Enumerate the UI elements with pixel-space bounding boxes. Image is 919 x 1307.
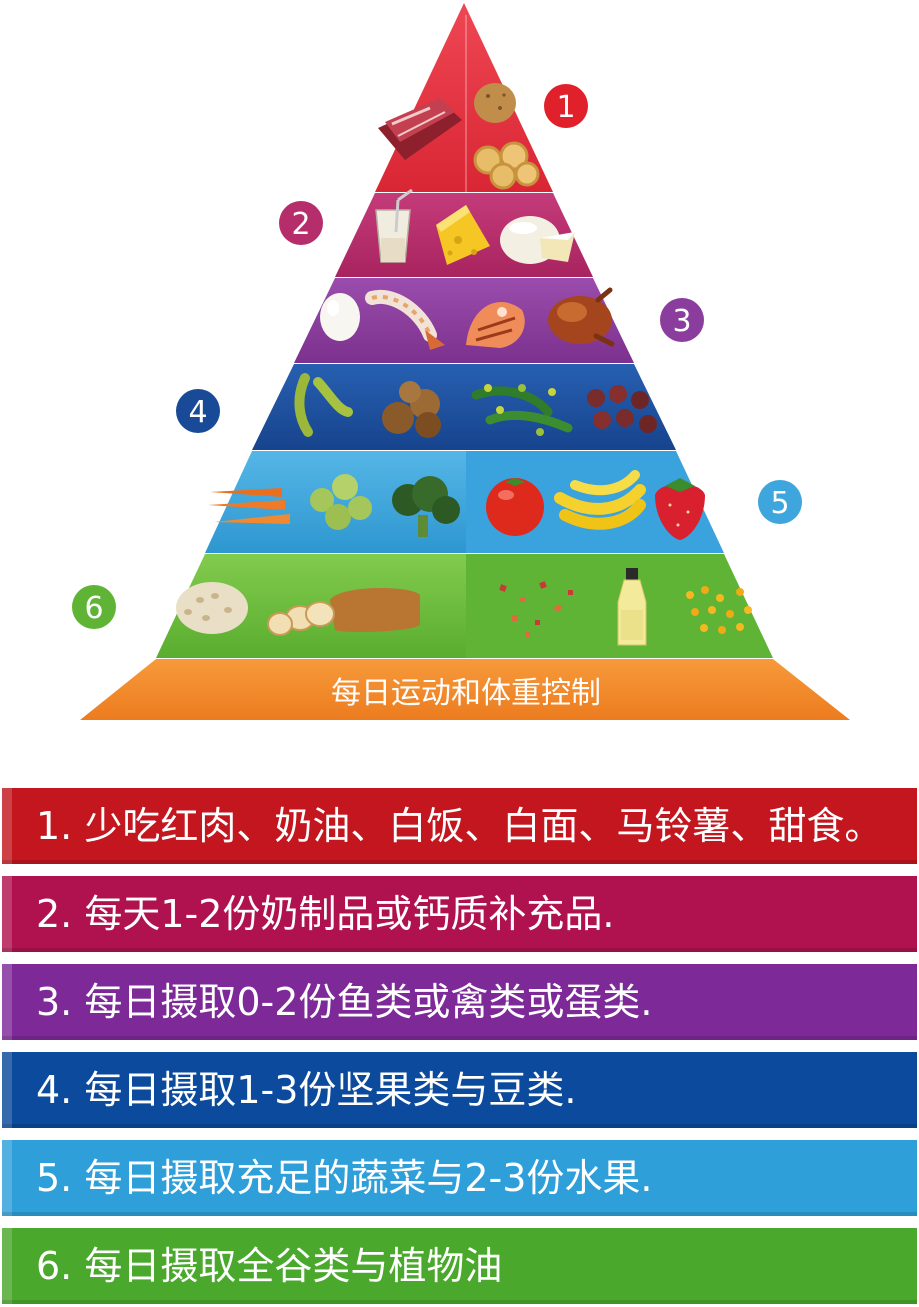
- guideline-text-2: 2. 每天1-2份奶制品或钙质补充品.: [36, 892, 615, 936]
- pasta-icon: [473, 141, 540, 190]
- corn-icon: [686, 586, 752, 634]
- food-pyramid: 每日运动和体重控制 1 2 3 4 5 6: [72, 3, 850, 720]
- guideline-text-4: 4. 每日摄取1-3份坚果类与豆类.: [36, 1068, 577, 1112]
- badge-3: 3: [660, 298, 704, 342]
- svg-text:4: 4: [188, 395, 207, 430]
- badge-4: 4: [176, 389, 220, 433]
- banana-icon: [554, 470, 646, 530]
- base-band: [80, 659, 850, 720]
- grain-icon: [176, 582, 248, 634]
- tier-4-band: [252, 364, 676, 450]
- bread-icon: [267, 588, 420, 636]
- svg-text:3: 3: [672, 304, 691, 339]
- walnut-icon: [382, 381, 441, 438]
- badge-5: 5: [758, 480, 802, 524]
- cheese-icon: [436, 205, 490, 265]
- guideline-bar-5: 5. 每日摄取充足的蔬菜与2-3份水果.: [2, 1140, 917, 1216]
- chestnut-icon: [587, 385, 657, 433]
- badge-2: 2: [279, 201, 323, 245]
- red-meat-icon: [378, 98, 462, 160]
- guideline-text-6: 6. 每日摄取全谷类与植物油: [36, 1244, 503, 1288]
- guideline-bar-2: 2. 每天1-2份奶制品或钙质补充品.: [2, 876, 917, 952]
- strawberry-icon: [655, 478, 705, 540]
- svg-text:6: 6: [84, 591, 103, 626]
- broccoli-icon: [392, 476, 460, 537]
- potato-icon: [474, 83, 516, 123]
- edamame-icon: [294, 373, 353, 437]
- carrot-icon: [208, 488, 290, 524]
- brussels-sprout-icon: [310, 474, 372, 530]
- pepper-flakes-icon: [499, 581, 573, 637]
- brie-cheese-icon: [500, 216, 575, 264]
- shrimp-icon: [365, 289, 445, 350]
- guideline-text-3: 3. 每日摄取0-2份鱼类或禽类或蛋类.: [36, 980, 653, 1024]
- peas-icon: [471, 384, 573, 436]
- roast-chicken-icon: [548, 287, 615, 347]
- svg-text:1: 1: [556, 90, 575, 125]
- salmon-steak-icon: [466, 302, 525, 348]
- svg-text:2: 2: [291, 207, 310, 242]
- guideline-bar-1: 1. 少吃红肉、奶油、白饭、白面、马铃薯、甜食。: [2, 788, 917, 864]
- guideline-bar-6: 6. 每日摄取全谷类与植物油: [2, 1228, 917, 1304]
- badge-6: 6: [72, 585, 116, 629]
- guideline-text-5: 5. 每日摄取充足的蔬菜与2-3份水果.: [36, 1156, 653, 1200]
- badge-1: 1: [544, 84, 588, 128]
- base-label: 每日运动和体重控制: [331, 676, 601, 711]
- guideline-text-1: 1. 少吃红肉、奶油、白饭、白面、马铃薯、甜食。: [36, 804, 883, 848]
- tomato-icon: [486, 478, 544, 536]
- oil-bottle-icon: [617, 568, 647, 646]
- guideline-bar-4: 4. 每日摄取1-3份坚果类与豆类.: [2, 1052, 917, 1128]
- tier-5-left-band: [205, 451, 466, 553]
- milk-glass-icon: [375, 188, 413, 263]
- egg-icon: [320, 293, 360, 341]
- guideline-bar-3: 3. 每日摄取0-2份鱼类或禽类或蛋类.: [2, 964, 917, 1040]
- svg-text:5: 5: [770, 486, 789, 521]
